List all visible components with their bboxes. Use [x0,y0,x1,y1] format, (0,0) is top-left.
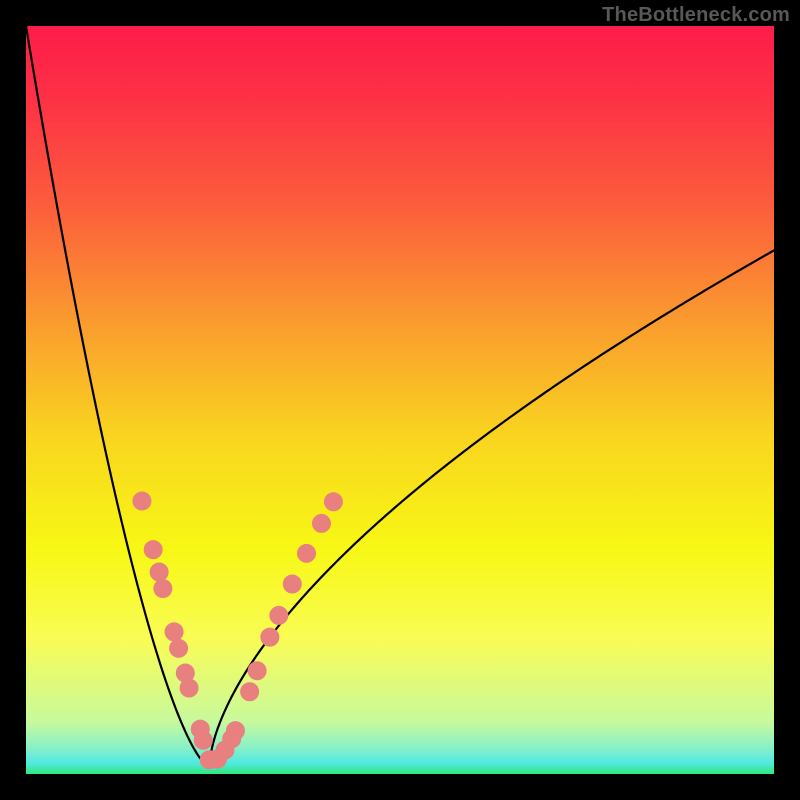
marker-point [312,514,330,532]
marker-point [226,722,244,740]
marker-point [150,563,168,581]
marker-point [248,662,266,680]
marker-point [180,679,198,697]
marker-point [241,683,259,701]
marker-point [298,544,316,562]
marker-point [170,639,188,657]
bottleneck-curve-chart [0,0,800,800]
marker-point [283,575,301,593]
plot-background-gradient [26,26,774,774]
marker-point [270,606,288,624]
watermark-text: TheBottleneck.com [602,4,790,27]
marker-point [324,493,342,511]
marker-point [194,731,212,749]
marker-point [133,492,151,510]
marker-point [154,580,172,598]
marker-point [261,628,279,646]
marker-point [165,623,183,641]
marker-point [144,541,162,559]
chart-container: TheBottleneck.com [0,0,800,800]
